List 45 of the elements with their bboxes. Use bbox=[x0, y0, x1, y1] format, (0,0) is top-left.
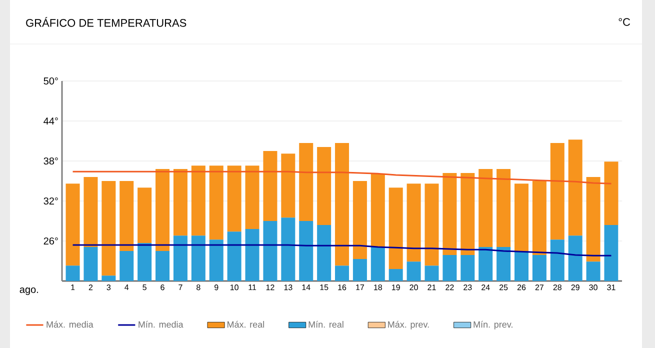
x-tick-label: 30 bbox=[589, 284, 598, 290]
x-tick-label: 2 bbox=[88, 284, 93, 290]
x-tick-label: 14 bbox=[302, 284, 310, 290]
chart-title: GRÁFICO DE TEMPERATURAS bbox=[26, 17, 186, 27]
x-tick-label: 11 bbox=[248, 284, 256, 290]
x-tick-label: 1 bbox=[71, 284, 75, 290]
x-tick-label: 22 bbox=[446, 284, 454, 290]
x-tick-label: 9 bbox=[214, 284, 218, 290]
legend-label: Mín. prev. bbox=[474, 320, 512, 330]
y-tick-label: 50° bbox=[44, 77, 58, 85]
x-tick-label: 23 bbox=[464, 284, 472, 290]
x-tick-label: 5 bbox=[142, 284, 146, 290]
x-tick-label: 16 bbox=[338, 284, 346, 290]
x-tick-label: 4 bbox=[124, 284, 129, 290]
legend-label: Máx. real bbox=[227, 320, 264, 328]
x-tick-label: 12 bbox=[266, 284, 274, 290]
legend-label: Máx. media bbox=[46, 320, 94, 328]
y-tick-label: 44° bbox=[44, 118, 58, 124]
x-tick-label: 26 bbox=[517, 284, 526, 290]
x-tick-label: 20 bbox=[410, 284, 418, 290]
x-tick-label: 27 bbox=[535, 284, 544, 290]
y-tick-label: 32° bbox=[44, 197, 58, 205]
x-tick-label: 19 bbox=[392, 284, 400, 290]
x-axis-title: ago. bbox=[20, 288, 38, 295]
x-tick-label: 31 bbox=[607, 284, 616, 290]
x-tick-label: 17 bbox=[356, 284, 364, 290]
x-tick-label: 24 bbox=[482, 284, 490, 290]
x-tick-label: 18 bbox=[374, 284, 382, 290]
x-tick-label: 15 bbox=[320, 284, 328, 290]
legend-label: Mín. media bbox=[138, 320, 184, 328]
legend-label: Máx. prev. bbox=[388, 320, 429, 330]
x-tick-label: 29 bbox=[571, 284, 580, 290]
x-tick-label: 10 bbox=[230, 284, 238, 290]
y-tick-label: 26° bbox=[44, 237, 58, 245]
x-tick-label: 21 bbox=[428, 284, 436, 290]
x-tick-label: 6 bbox=[160, 284, 164, 290]
text: °C bbox=[618, 18, 630, 26]
legend-label: Mín. real bbox=[308, 320, 344, 328]
x-tick-label: 28 bbox=[553, 284, 562, 290]
x-tick-label: 3 bbox=[106, 284, 111, 290]
x-tick-label: 25 bbox=[500, 284, 508, 290]
x-tick-label: 7 bbox=[178, 284, 182, 290]
y-tick-label: 38° bbox=[44, 157, 58, 165]
x-tick-label: 13 bbox=[284, 284, 292, 290]
x-tick-label: 8 bbox=[196, 284, 200, 290]
